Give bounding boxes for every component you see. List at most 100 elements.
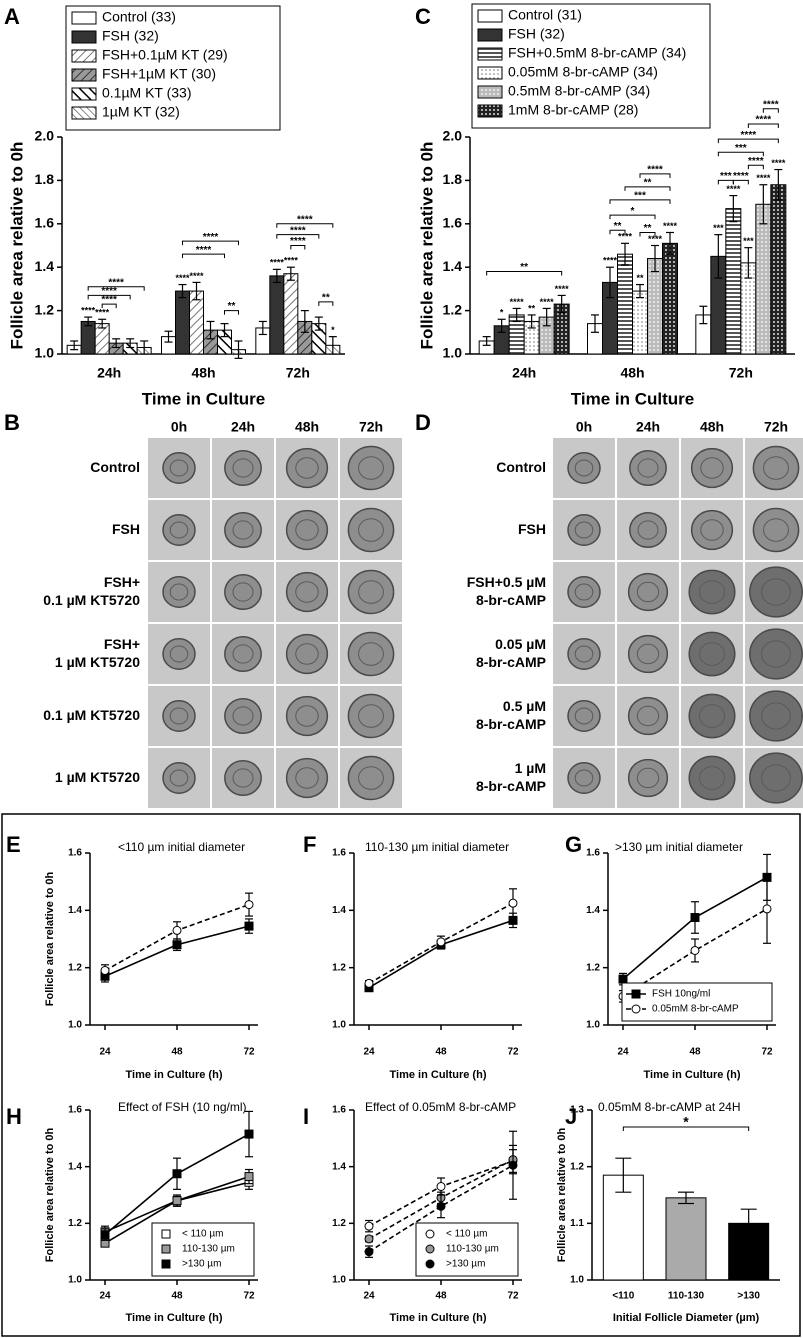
- legend-marker: [425, 1259, 435, 1269]
- row-label: Control: [90, 459, 140, 475]
- error-bar: [98, 318, 107, 329]
- significance-label: ****: [618, 232, 633, 242]
- marker: [172, 1169, 182, 1179]
- marker: [172, 925, 182, 935]
- row-label-line: 1 µM: [515, 760, 546, 776]
- row-label: 0.1 µM KT5720: [43, 707, 140, 723]
- marker: [690, 913, 700, 922]
- marker: [100, 1230, 110, 1240]
- row-label-line: FSH+0.5 µM: [467, 574, 546, 590]
- legend-swatch: [71, 11, 97, 25]
- follicle: [347, 631, 395, 677]
- y-tick-label: 1.0: [68, 1020, 82, 1031]
- row-label: Control: [496, 459, 546, 475]
- x-tick-label: 24: [99, 1291, 111, 1302]
- y-tick-label: 1.2: [68, 962, 82, 973]
- legend-label: 1mM 8-br-cAMP (28): [508, 102, 638, 118]
- legend-swatch: [477, 9, 503, 23]
- row-label-line: 0.1 µM KT5720: [43, 707, 140, 723]
- error-bar: [740, 1208, 757, 1239]
- significance-bracket: [609, 199, 671, 204]
- row-label-line: 0.1 µM KT5720: [43, 592, 140, 608]
- y-tick-label: 1.4: [586, 905, 600, 916]
- y-tick-label: 1.2: [68, 1218, 82, 1229]
- oocyte: [295, 767, 319, 789]
- oocyte: [574, 707, 594, 725]
- legend-label: FSH+1µM KT (30): [102, 66, 216, 82]
- error-bar: [729, 194, 738, 223]
- legend-swatch: [71, 106, 97, 120]
- row-label: FSH: [112, 521, 140, 537]
- oocyte: [295, 519, 319, 541]
- marker: [508, 1160, 518, 1170]
- error-bar: [744, 247, 753, 279]
- row-label-line: 8-br-cAMP: [476, 716, 546, 732]
- oocyte: [358, 580, 384, 604]
- significance-label: ****: [555, 284, 570, 294]
- chart-title: 0.05mM 8-br-cAMP at 24H: [598, 1100, 741, 1114]
- follicle: [749, 690, 803, 742]
- follicle: [162, 638, 196, 670]
- follicle: [690, 509, 734, 551]
- oocyte: [636, 643, 660, 665]
- panel-letter: G: [565, 832, 582, 857]
- follicle: [347, 569, 395, 615]
- error-bar: [220, 323, 229, 338]
- significance-label: **: [614, 221, 622, 232]
- follicle: [224, 635, 262, 673]
- panel-letter: A: [4, 4, 20, 29]
- follicle: [567, 514, 601, 546]
- y-tick-label: 1.6: [332, 1105, 346, 1116]
- oocyte: [574, 583, 594, 601]
- significance-bracket: [101, 303, 117, 309]
- oocyte: [295, 457, 319, 479]
- row-label-line: 1 µM KT5720: [55, 769, 140, 785]
- panel-letter: F: [303, 832, 316, 857]
- error-bar: [70, 340, 79, 351]
- follicle: [627, 696, 669, 736]
- x-tick-label: 48: [171, 1291, 183, 1302]
- legend-box: [471, 3, 711, 129]
- y-tick-label: 1.6: [586, 848, 600, 859]
- oocyte: [574, 521, 594, 539]
- follicle: [567, 576, 601, 608]
- x-axis-label: Time in Culture (h): [644, 1069, 741, 1081]
- follicle: [347, 755, 395, 801]
- marker: [436, 937, 446, 947]
- significance-bracket: [276, 223, 334, 228]
- x-tick-label: 24: [617, 1047, 629, 1058]
- oocyte: [763, 456, 789, 480]
- marker: [762, 904, 772, 914]
- follicle: [749, 752, 803, 804]
- follicle: [752, 445, 800, 491]
- significance-label: ***: [735, 143, 747, 154]
- oocyte: [358, 766, 384, 790]
- row-label: FSH+ 0.1 µM KT5720: [43, 574, 140, 608]
- error-bar: [621, 242, 629, 266]
- x-tick-label: 48: [689, 1047, 701, 1058]
- significance-label: ****: [101, 295, 117, 306]
- error-bar: [678, 1191, 694, 1205]
- oocyte: [169, 583, 189, 601]
- follicle: [749, 628, 803, 680]
- marker: [618, 974, 628, 984]
- oocyte: [169, 645, 189, 663]
- significance-label: **: [528, 303, 536, 313]
- significance-label: *: [683, 1114, 689, 1130]
- oocyte: [232, 706, 254, 726]
- legend-marker: [161, 1259, 171, 1269]
- oocyte: [761, 578, 791, 606]
- legend-label: 0.1µM KT (33): [102, 85, 192, 101]
- bar: [755, 203, 772, 355]
- y-tick-label: 1.2: [586, 962, 600, 973]
- y-tick-label: 1.1: [570, 1218, 584, 1229]
- follicle: [285, 509, 329, 551]
- error-bar: [234, 340, 243, 359]
- oocyte: [636, 705, 660, 727]
- oocyte: [358, 704, 384, 728]
- row-label: 1 µM KT5720: [55, 769, 140, 785]
- oocyte: [763, 518, 789, 542]
- error-bar: [314, 316, 323, 331]
- significance-label: ***: [713, 223, 724, 233]
- oocyte: [700, 457, 724, 479]
